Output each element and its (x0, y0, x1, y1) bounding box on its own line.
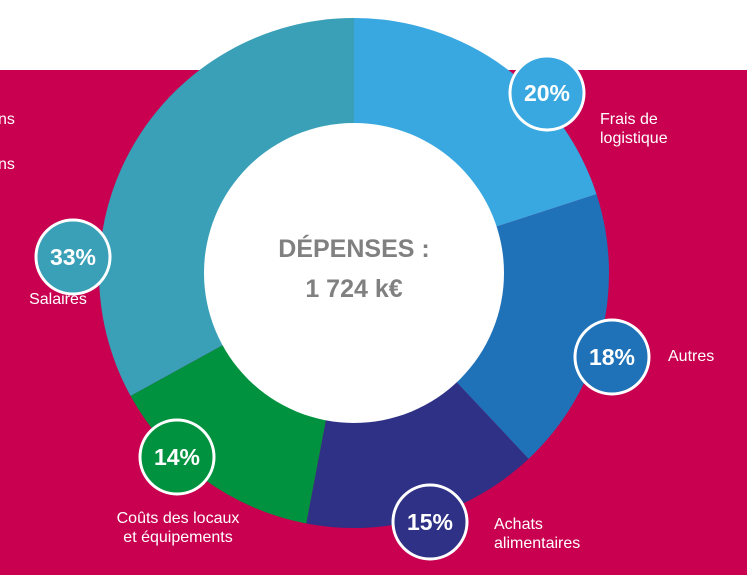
percent-badge (34, 218, 112, 296)
percent-label: 14% (154, 444, 200, 470)
donut-hole (204, 123, 504, 423)
percent-badge (573, 318, 651, 396)
category-label: Autres (668, 348, 715, 365)
percent-label: 18% (589, 344, 635, 370)
percent-badge (391, 483, 469, 561)
center-total: 1 724 k€ (305, 275, 402, 303)
center-title: DÉPENSES : (278, 234, 429, 263)
category-label: Coûts des locaux et équipements (116, 510, 240, 546)
category-label: Achats alimentaires (494, 516, 581, 552)
category-label: Salaires (29, 291, 87, 308)
cropped-text: ns (0, 111, 15, 128)
percent-label: 33% (50, 244, 96, 270)
percent-label: 15% (407, 509, 453, 535)
category-label: Frais de logistique (600, 111, 668, 147)
cropped-text: ns (0, 156, 15, 173)
percent-badge (508, 54, 586, 132)
percent-badge (138, 418, 216, 496)
percent-label: 20% (524, 80, 570, 106)
